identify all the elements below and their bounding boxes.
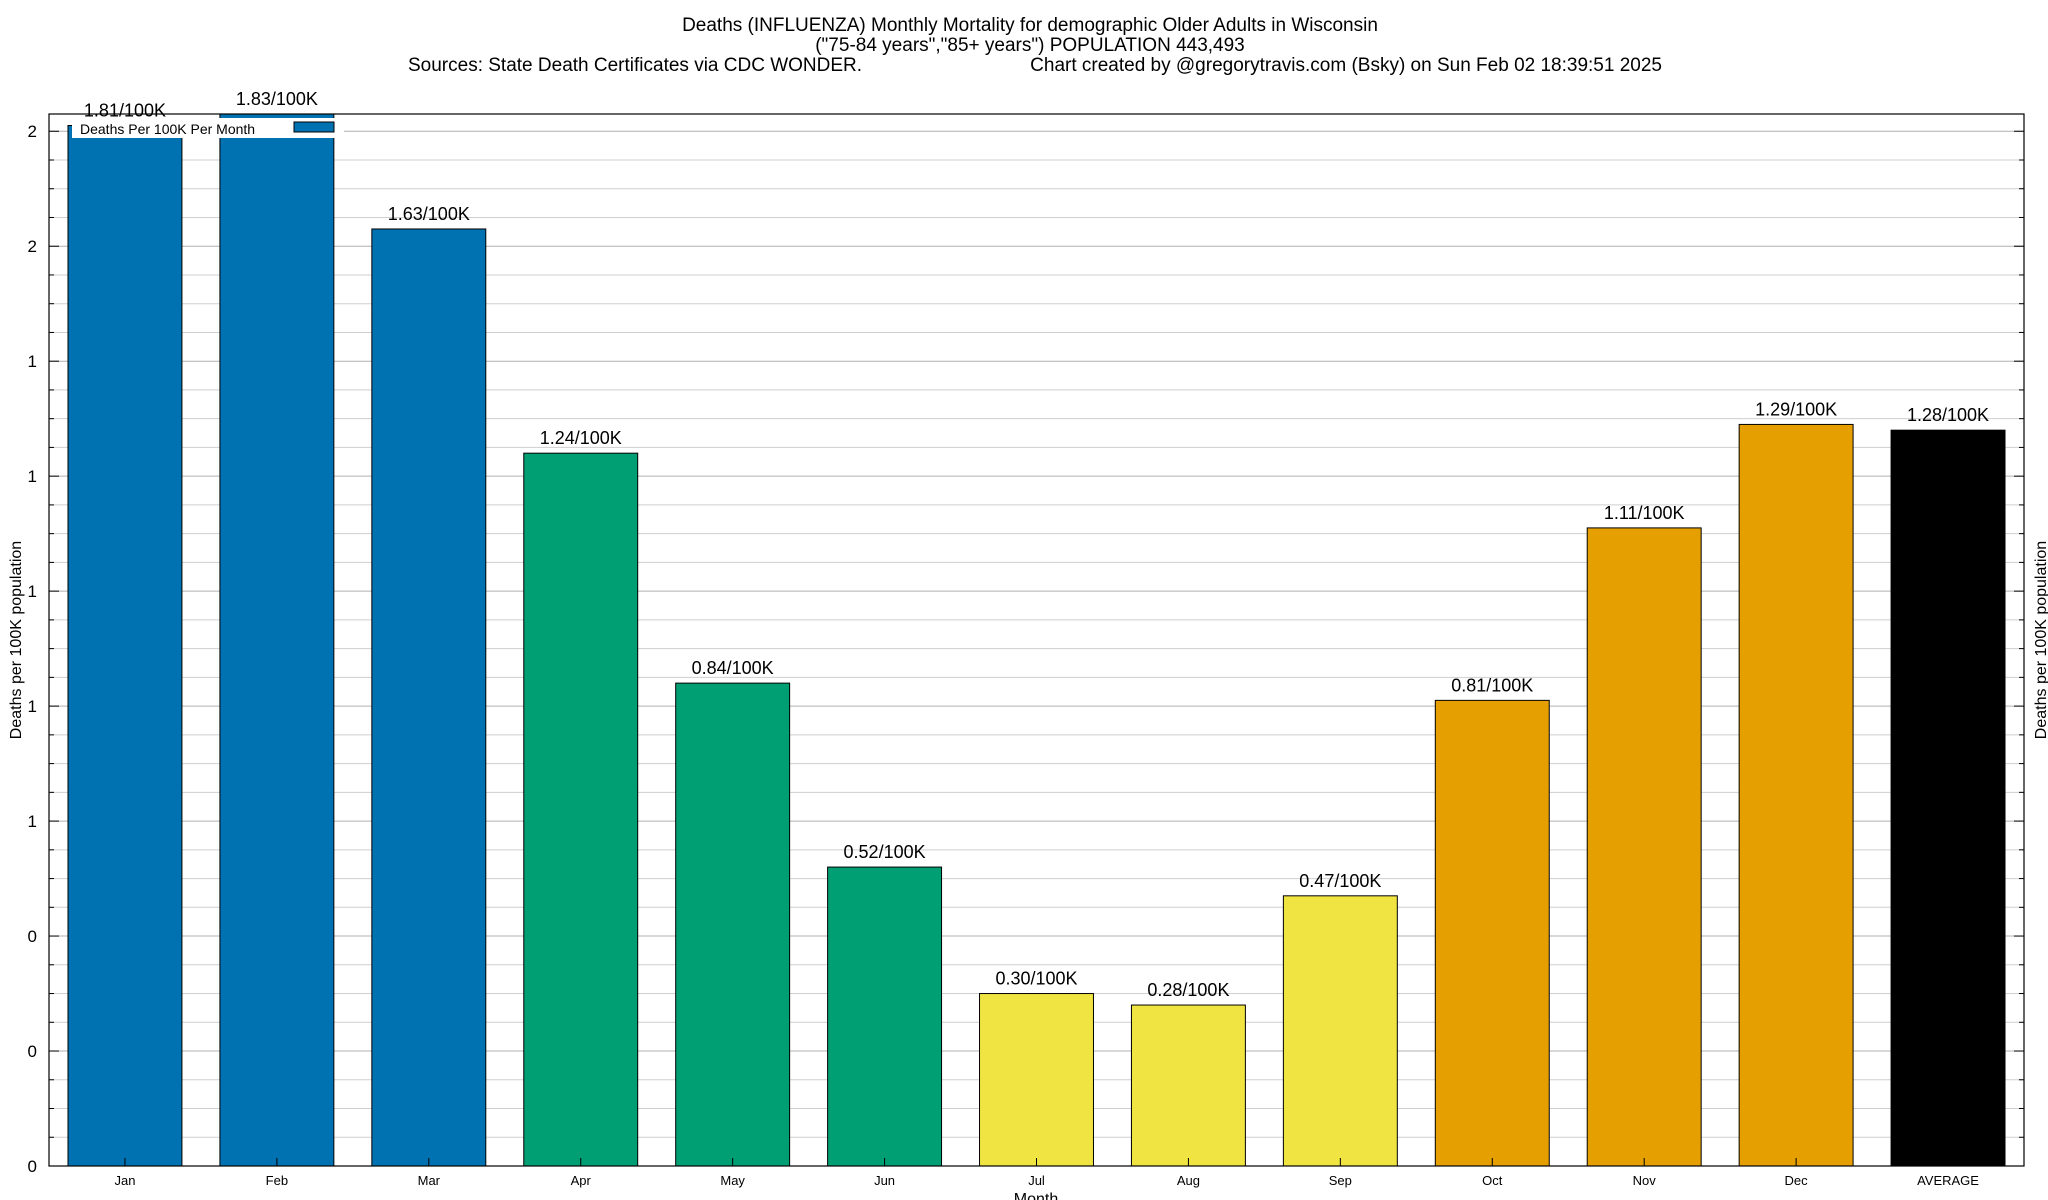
x-tick-label: May — [720, 1173, 745, 1188]
y-tick-label: 1 — [28, 467, 37, 486]
x-tick-label: Aug — [1177, 1173, 1200, 1188]
y-axis-label: Deaths per 100K population — [8, 541, 25, 739]
bar-value-labels: 1.81/100K 1.83/100K 1.63/100K 1.24/100K 0.84… — [84, 89, 1989, 1000]
bar-value-label: 1.11/100K — [1604, 503, 1685, 523]
x-axis-label: Month — [1014, 1191, 1058, 1200]
bar-may — [675, 682, 791, 1167]
y-tick-label: 0 — [28, 927, 37, 946]
legend-label: Deaths Per 100K Per Month — [80, 121, 255, 137]
x-tick-label: AVERAGE — [1917, 1173, 1979, 1188]
y-tick-label: 0 — [28, 1042, 37, 1061]
bar-value-label: 1.63/100K — [388, 204, 470, 224]
y-tick-label: 2 — [28, 237, 37, 256]
bar-value-label: 0.30/100K — [995, 969, 1077, 989]
bar-value-label: 1.81/100K — [84, 100, 166, 120]
chart-credit: Chart created by @gregorytravis.com (Bsk… — [1030, 55, 1662, 76]
bar-value-label: 0.28/100K — [1147, 980, 1229, 1000]
y-tick-label: 0 — [28, 1157, 37, 1176]
bar-feb — [219, 113, 335, 1167]
bar-value-label: 0.81/100K — [1451, 675, 1533, 695]
x-tick-label: Nov — [1633, 1173, 1657, 1188]
y-tick-label: 1 — [28, 812, 37, 831]
bar-nov — [1586, 527, 1702, 1167]
bar-jul — [979, 993, 1094, 1167]
bar-jun — [827, 866, 943, 1167]
bar-mar — [371, 228, 487, 1167]
chart-sources: Sources: State Death Certificates via CD… — [408, 55, 862, 76]
bar-aug — [1130, 1004, 1246, 1167]
bar-average — [1890, 429, 2006, 1167]
bar-dec — [1738, 423, 1854, 1167]
y-axis-ticks: 0 0 0 1 1 1 1 1 2 2 — [28, 122, 2024, 1176]
bar-value-label: 1.24/100K — [540, 428, 622, 448]
x-tick-label: Apr — [571, 1173, 592, 1188]
x-tick-label: Jul — [1028, 1173, 1045, 1188]
x-tick-label: Mar — [418, 1173, 441, 1188]
bar-value-label: 1.28/100K — [1907, 405, 1989, 425]
chart-subtitle: ("75-84 years","85+ years") POPULATION 4… — [815, 35, 1245, 56]
bar-value-label: 0.47/100K — [1299, 871, 1381, 891]
bar-value-label: 0.84/100K — [692, 658, 774, 678]
x-tick-label: Feb — [266, 1173, 288, 1188]
x-tick-label: Dec — [1785, 1173, 1809, 1188]
chart-title: Deaths (INFLUENZA) Monthly Mortality for… — [682, 15, 1378, 36]
legend-swatch — [293, 121, 335, 133]
bar-apr — [523, 452, 639, 1167]
bar-jan — [67, 124, 183, 1167]
x-axis-ticks: Jan Feb Mar Apr May Jun Jul Aug Sep Oct Nov Dec AVER… — [114, 1158, 1979, 1188]
y-tick-label: 1 — [28, 582, 37, 601]
x-tick-label: Jun — [874, 1173, 895, 1188]
x-tick-label: Oct — [1482, 1173, 1503, 1188]
plot-frame — [48, 113, 2025, 1167]
y-tick-label: 2 — [28, 122, 37, 141]
legend-box — [72, 118, 344, 138]
legend: Deaths Per 100K Per Month — [72, 118, 344, 138]
bar-value-label: 1.29/100K — [1755, 399, 1837, 419]
bars — [67, 113, 2006, 1167]
y-tick-label: 1 — [28, 697, 37, 716]
bar-oct — [1434, 699, 1550, 1167]
x-tick-label: Sep — [1329, 1173, 1352, 1188]
bar-value-label: 1.83/100K — [236, 89, 318, 109]
x-tick-label: Jan — [114, 1173, 135, 1188]
bar-sep — [1282, 895, 1398, 1167]
y-tick-label: 1 — [28, 352, 37, 371]
y-axis-label-right: Deaths per 100K population — [2033, 541, 2048, 739]
bar-value-label: 0.52/100K — [844, 842, 926, 862]
